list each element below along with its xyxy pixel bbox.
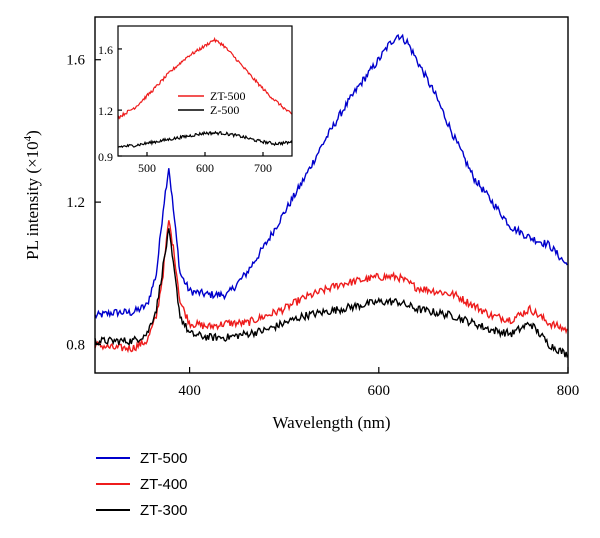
inset-legend-label: ZT-500 bbox=[210, 89, 246, 103]
inset-legend-label: Z-500 bbox=[210, 103, 239, 117]
legend: ZT-500 ZT-400 ZT-300 bbox=[96, 445, 188, 523]
inset-x-tick-label: 600 bbox=[196, 161, 214, 175]
inset-y-tick-label: 1.6 bbox=[98, 43, 113, 57]
main-series-zt-300 bbox=[94, 228, 568, 358]
main-series-zt-500 bbox=[94, 33, 568, 320]
inset-x-tick-label: 700 bbox=[254, 161, 272, 175]
legend-label: ZT-400 bbox=[140, 475, 188, 493]
inset-x-tick-label: 500 bbox=[138, 161, 156, 175]
main-x-tick-label: 400 bbox=[178, 383, 201, 399]
y-axis-title: PL intensity (×104) bbox=[22, 130, 42, 260]
main-x-tick-label: 800 bbox=[557, 383, 580, 399]
main-series-zt-400 bbox=[94, 220, 568, 354]
legend-swatch bbox=[96, 483, 130, 485]
main-plot: 400 600 800 0.8 1.2 1.6 Wavelength (nm) PL inte… bbox=[22, 16, 580, 432]
main-y-tick-label: 0.8 bbox=[66, 338, 85, 354]
legend-label: ZT-500 bbox=[140, 449, 188, 467]
legend-label: ZT-300 bbox=[140, 501, 188, 519]
legend-swatch bbox=[96, 509, 130, 511]
inset-y-tick-label: 0.9 bbox=[98, 150, 113, 164]
inset-background bbox=[118, 26, 292, 156]
legend-item: ZT-500 bbox=[96, 445, 188, 471]
legend-swatch bbox=[96, 457, 130, 459]
legend-item: ZT-300 bbox=[96, 497, 188, 523]
legend-item: ZT-400 bbox=[96, 471, 188, 497]
main-frame bbox=[94, 16, 569, 374]
main-y-tick-label: 1.2 bbox=[66, 195, 85, 211]
main-x-tick-label: 600 bbox=[368, 383, 391, 399]
main-y-tick-label: 1.6 bbox=[66, 53, 85, 69]
chart-canvas: 400 600 800 0.8 1.2 1.6 Wavelength (nm) PL inte… bbox=[22, 16, 580, 432]
x-axis-title: Wavelength (nm) bbox=[272, 413, 390, 432]
inset-y-tick-label: 1.2 bbox=[98, 104, 113, 118]
inset-series-z-500 bbox=[117, 130, 293, 149]
inset-series-zt-500 bbox=[117, 36, 293, 120]
